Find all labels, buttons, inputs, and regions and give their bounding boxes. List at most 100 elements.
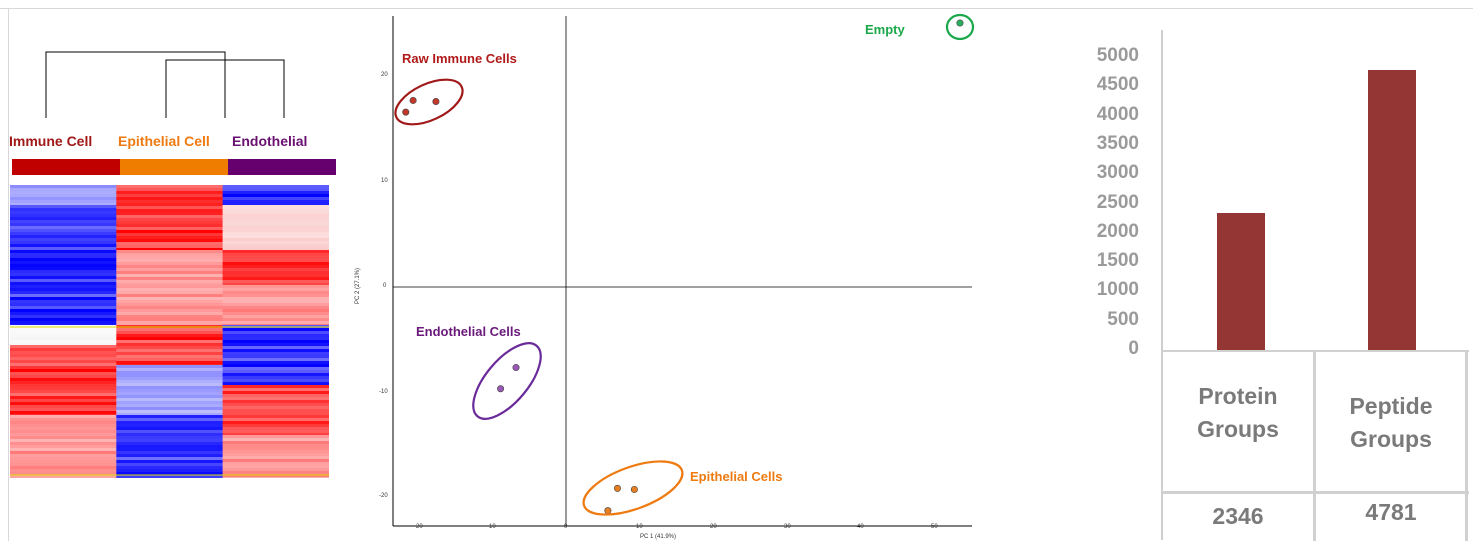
- heatmap-cell: [10, 354, 117, 357]
- heatmap-cell: [222, 288, 329, 291]
- heatmap-cell: [10, 360, 117, 363]
- heatmap-cell: [222, 274, 329, 277]
- heatmap-cell: [222, 250, 329, 253]
- heatmap-cell: [10, 343, 117, 345]
- annotation-raw-immune-cells: Raw Immune Cells: [402, 51, 517, 66]
- x-tick-label: 20: [710, 524, 717, 530]
- pca-point: [613, 484, 621, 492]
- x-tick-label: 20: [416, 524, 423, 530]
- heatmap-cell: [222, 291, 329, 294]
- heatmap-cell: [10, 427, 117, 430]
- heatmap-cell: [10, 384, 117, 387]
- heatmap-cell: [116, 227, 224, 230]
- heatmap-cell: [116, 191, 224, 194]
- heatmap-cell: [116, 312, 224, 315]
- heatmap-cell: [10, 439, 117, 442]
- heatmap-cell: [222, 315, 329, 318]
- heatmap-cell: [116, 427, 224, 430]
- heatmap-cell: [10, 460, 117, 463]
- heatmap-cell: [10, 282, 117, 285]
- pca-point: [409, 96, 417, 104]
- heatmap-cell: [116, 383, 224, 386]
- heatmap-cell: [10, 408, 117, 411]
- heatmap-cell: [116, 253, 224, 256]
- heatmap-cell: [10, 345, 117, 348]
- heatmap-cell: [222, 271, 329, 274]
- heatmap-cell: [116, 280, 224, 283]
- heatmap-cell: [10, 414, 117, 415]
- heatmap-cell: [222, 355, 329, 358]
- y-tick-label: 0: [383, 283, 387, 289]
- heatmap-cell: [116, 288, 224, 291]
- heatmap-cell: [222, 427, 329, 430]
- heatmap-cell: [116, 277, 224, 280]
- heatmap-cell: [116, 472, 224, 475]
- heatmap-cell: [10, 415, 117, 418]
- heatmap-cell: [10, 291, 117, 294]
- heatmap-cell: [10, 247, 117, 250]
- table-column-divider: [1313, 350, 1316, 541]
- annotation-endothelial-cells: Endothelial Cells: [416, 324, 521, 339]
- table-header-peptide-groups: Peptide Groups: [1349, 393, 1433, 452]
- heatmap-cell: [116, 248, 224, 250]
- heatmap-cell: [222, 346, 329, 349]
- cluster-ellipse: [472, 342, 542, 420]
- heatmap-cell: [222, 412, 329, 415]
- heatmap-cell: [222, 465, 329, 468]
- heatmap-cell: [116, 398, 224, 401]
- heatmap-cell: [116, 421, 224, 424]
- heatmap-cell: [10, 331, 117, 334]
- heatmap-cell: [116, 368, 224, 371]
- pca-axes: [392, 16, 972, 527]
- heatmap-cell: [116, 460, 224, 463]
- heatmap-cell: [10, 387, 117, 390]
- heatmap-cell: [10, 200, 117, 203]
- x-tick-label: 10: [636, 524, 643, 530]
- heatmap-cell: [222, 462, 329, 465]
- heatmap-cell: [10, 418, 117, 421]
- heatmap-cell: [10, 466, 117, 469]
- heatmap-cell: [10, 430, 117, 433]
- heatmap-cell: [222, 203, 329, 205]
- heatmap-cell: [116, 188, 224, 191]
- group-bar-epithelial: [120, 159, 228, 175]
- heatmap-cell: [10, 285, 117, 288]
- table-header-protein-groups: Protein Groups: [1197, 383, 1279, 442]
- heatmap-cell: [222, 200, 329, 203]
- heatmap-cell: [222, 331, 329, 334]
- bar-y-tick-label: 3500: [1096, 132, 1139, 154]
- x-tick-label: 0: [564, 524, 568, 530]
- heatmap-cell: [10, 411, 117, 414]
- heatmap-cell: [116, 239, 224, 242]
- heatmap-cell: [116, 389, 224, 392]
- heatmap-cell: [116, 291, 224, 294]
- heatmap-cell: [222, 259, 329, 262]
- heatmap-cell: [116, 268, 224, 271]
- heatmap-cell: [222, 283, 329, 285]
- heatmap-cell: [10, 381, 117, 384]
- heatmap-cell: [10, 232, 117, 235]
- pca-point: [497, 385, 505, 393]
- heatmap-cell: [10, 448, 117, 451]
- heatmap-cell: [222, 433, 329, 435]
- x-axis-label: PC 1 (41.9%): [640, 534, 677, 540]
- cluster-ellipse: [582, 460, 684, 516]
- heatmap-cell: [222, 197, 329, 200]
- pca-plot: [394, 13, 975, 516]
- heatmap-cell: [116, 197, 224, 200]
- heatmap-cell: [222, 444, 329, 447]
- heatmap-cell: [116, 407, 224, 410]
- heatmap-cell: [116, 194, 224, 197]
- annotation-epithelial-cells: Epithelial Cells: [690, 469, 783, 484]
- table-cell-peptide-count: 4781: [1365, 499, 1417, 525]
- heatmap-cell: [222, 400, 329, 403]
- heatmap-cell: [10, 191, 117, 194]
- heatmap-cell: [10, 457, 117, 460]
- heatmap-cell: [222, 340, 329, 343]
- heatmap-cell: [10, 357, 117, 360]
- heatmap-cell: [116, 377, 224, 380]
- heatmap-cell: [116, 352, 224, 355]
- heatmap-cell: [222, 415, 329, 418]
- heatmap-cell: [222, 447, 329, 450]
- heatmap-cell: [116, 380, 224, 383]
